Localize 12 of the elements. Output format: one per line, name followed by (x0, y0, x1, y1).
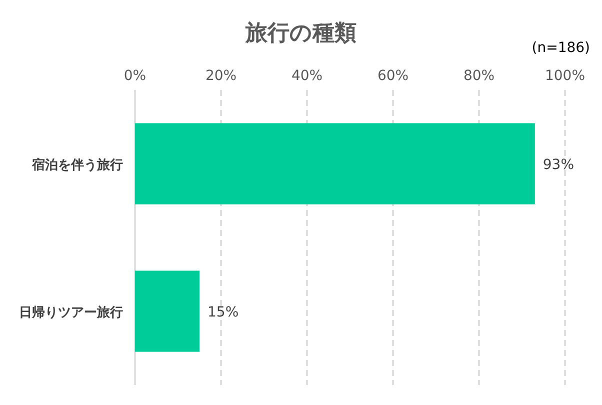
data-label: 15% (208, 304, 239, 320)
x-tick-label: 40% (291, 68, 323, 84)
x-tick-label: 80% (463, 68, 495, 84)
x-tick-label: 100% (544, 68, 586, 84)
chart-title: 旅行の種類 (244, 21, 356, 46)
x-tick-label: 0% (124, 68, 146, 84)
data-label: 93% (542, 156, 574, 173)
y-tick-label: 日帰りツアー旅行 (19, 304, 123, 320)
y-tick-label: 宿泊を伴う旅行 (31, 156, 123, 173)
x-tick-label: 20% (205, 68, 237, 84)
x-tick-label: 60% (377, 68, 409, 84)
text: (n=186) (532, 40, 590, 56)
